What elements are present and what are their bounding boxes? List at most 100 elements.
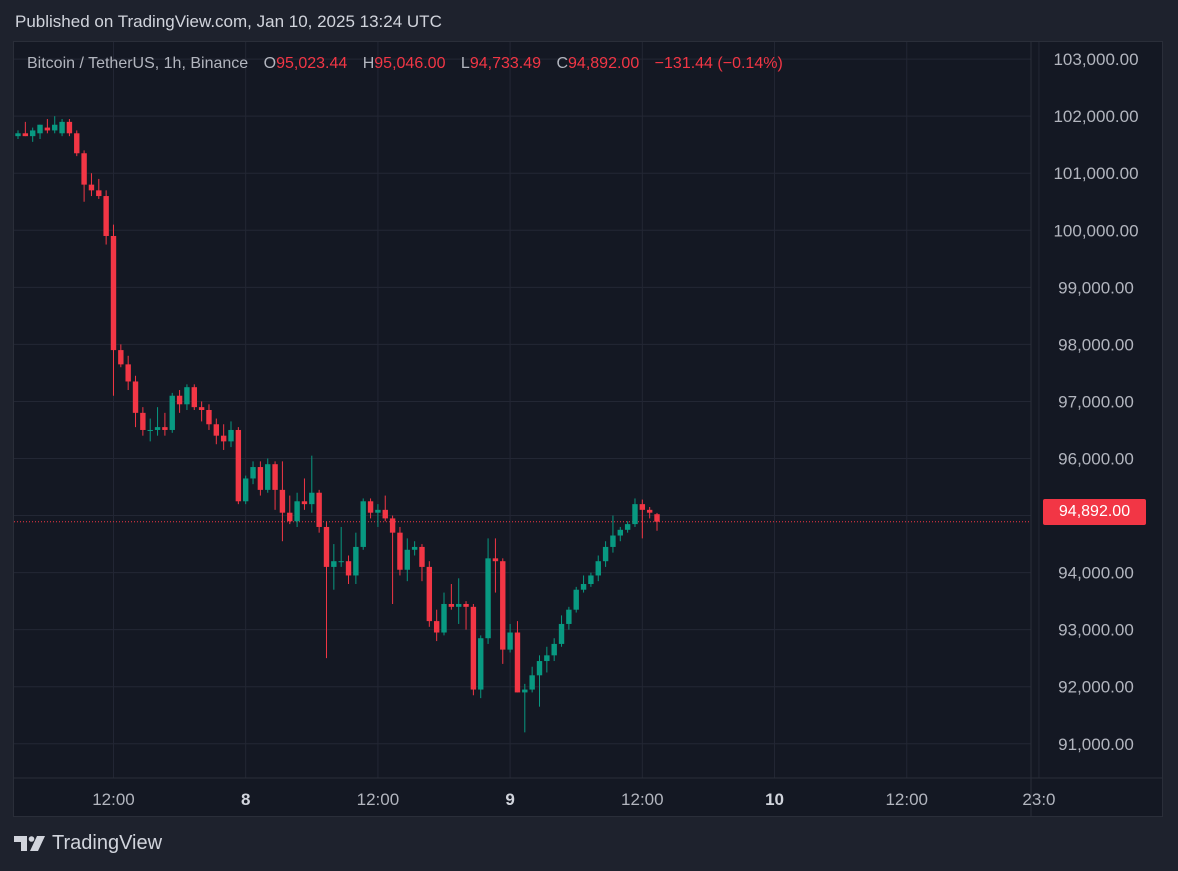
candle-body bbox=[140, 412, 146, 430]
candle-body bbox=[316, 492, 322, 527]
candle-body bbox=[654, 514, 660, 522]
candle bbox=[250, 461, 256, 485]
candle-body bbox=[544, 655, 550, 662]
candle bbox=[360, 498, 366, 550]
candle bbox=[323, 521, 330, 659]
candle bbox=[309, 455, 315, 513]
candle bbox=[162, 412, 168, 436]
candle-body bbox=[309, 492, 315, 505]
candle bbox=[15, 130, 21, 139]
change-value: −131.44 (−0.14%) bbox=[654, 55, 783, 72]
candle bbox=[272, 461, 278, 510]
candle bbox=[522, 683, 528, 733]
published-caption: Published on TradingView.com, Jan 10, 20… bbox=[15, 12, 442, 31]
candle-body bbox=[632, 504, 638, 525]
candle bbox=[279, 461, 286, 542]
grid-lines bbox=[14, 42, 1040, 778]
candle bbox=[529, 666, 535, 693]
time-tick-label: 10 bbox=[765, 790, 784, 809]
candle bbox=[588, 572, 594, 587]
candle-body bbox=[228, 429, 234, 442]
candle-body bbox=[617, 529, 623, 536]
candle-body bbox=[294, 501, 300, 522]
candle-body bbox=[242, 478, 249, 502]
candle bbox=[456, 578, 462, 624]
candle-body bbox=[250, 467, 256, 479]
candle bbox=[44, 119, 51, 134]
candle-body bbox=[602, 546, 609, 562]
candle bbox=[96, 178, 102, 199]
price-tick-label: 91,000.00 bbox=[1058, 735, 1134, 754]
candle-body bbox=[272, 464, 278, 490]
candle bbox=[169, 392, 175, 433]
price-tick-label: 100,000.00 bbox=[1053, 221, 1138, 240]
candle bbox=[419, 544, 425, 582]
candle-body bbox=[198, 407, 205, 410]
candle bbox=[573, 586, 579, 613]
price-tick-label: 103,000.00 bbox=[1053, 50, 1138, 69]
candle-body bbox=[338, 561, 344, 563]
candle bbox=[551, 638, 557, 662]
candle bbox=[132, 375, 139, 428]
candle bbox=[463, 601, 469, 630]
price-tick-label: 97,000.00 bbox=[1058, 392, 1134, 411]
candle-body bbox=[37, 124, 43, 134]
price-tick-label: 94,000.00 bbox=[1058, 564, 1134, 583]
candle bbox=[198, 401, 205, 422]
candle bbox=[639, 499, 646, 539]
candle-body bbox=[66, 121, 73, 134]
candle bbox=[125, 355, 131, 391]
candle-body bbox=[529, 675, 535, 690]
candle bbox=[301, 478, 308, 510]
candle-body bbox=[588, 575, 594, 585]
candle bbox=[235, 427, 242, 505]
price-tick-label: 93,000.00 bbox=[1058, 621, 1134, 640]
candle-body bbox=[44, 127, 51, 131]
candle bbox=[507, 623, 513, 653]
candle-body bbox=[353, 546, 359, 576]
candle-body bbox=[367, 501, 374, 513]
brand-name: TradingView bbox=[52, 832, 163, 854]
candle bbox=[536, 655, 543, 707]
chart-panel[interactable]: 103,000.00 102,000.00 101,000.00 100,000.00… bbox=[13, 41, 1163, 817]
candle bbox=[646, 506, 653, 519]
candle-body bbox=[206, 410, 212, 425]
close-label: C bbox=[556, 55, 569, 72]
candle-body bbox=[404, 549, 410, 570]
candlestick-chart[interactable]: 103,000.00 102,000.00 101,000.00 100,000.00… bbox=[14, 42, 1162, 816]
candle-body bbox=[213, 424, 220, 436]
low-label: L bbox=[460, 55, 470, 72]
candle-body bbox=[463, 603, 469, 607]
candle bbox=[59, 119, 65, 137]
low-value: 94,733.49 bbox=[469, 55, 542, 72]
candle bbox=[118, 344, 124, 368]
candle bbox=[52, 116, 58, 134]
high-label: H bbox=[362, 55, 375, 72]
symbol-name[interactable]: Bitcoin / TetherUS, 1h, Binance bbox=[27, 55, 249, 72]
tradingview-branding[interactable]: TradingView bbox=[14, 832, 162, 855]
candle-body bbox=[184, 387, 190, 405]
candle-body bbox=[22, 133, 29, 137]
candle bbox=[154, 407, 161, 436]
time-tick-label: 12:00 bbox=[357, 790, 400, 809]
candle bbox=[367, 498, 374, 519]
candle-body bbox=[580, 584, 587, 590]
candle bbox=[353, 532, 359, 585]
candle-body bbox=[15, 133, 21, 137]
candle bbox=[206, 404, 212, 430]
candle-body bbox=[287, 512, 293, 522]
candle-body bbox=[441, 603, 447, 633]
candle bbox=[110, 224, 117, 396]
candle bbox=[397, 526, 403, 576]
candle bbox=[558, 615, 565, 647]
candle bbox=[338, 526, 344, 567]
candle-body bbox=[639, 504, 646, 510]
candle bbox=[242, 475, 249, 505]
candle-body bbox=[360, 501, 366, 547]
candle-body bbox=[301, 501, 308, 505]
candle-body bbox=[162, 427, 168, 430]
candle bbox=[220, 424, 227, 450]
candle-body bbox=[551, 643, 557, 656]
time-tick-label: 9 bbox=[505, 790, 514, 809]
candle-body bbox=[478, 638, 484, 690]
